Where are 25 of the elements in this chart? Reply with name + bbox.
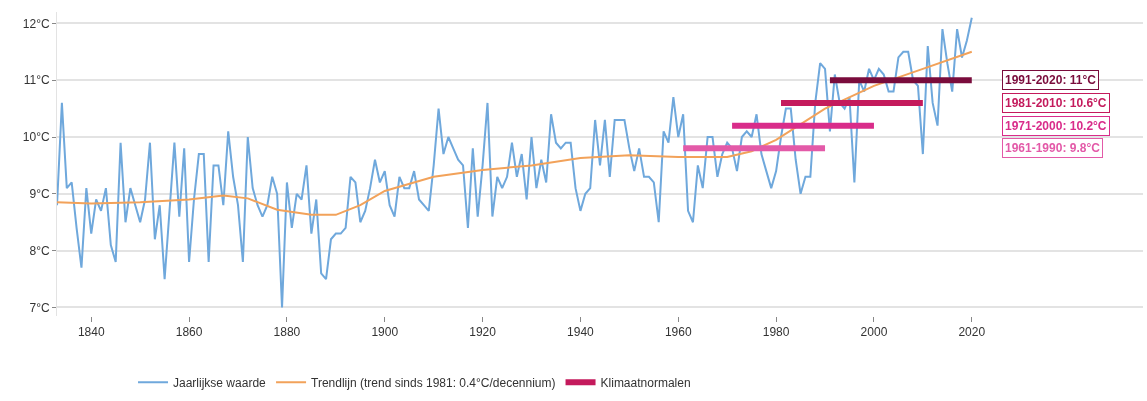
x-tick-label: 1880 [273, 325, 301, 340]
x-tick-label: 1900 [371, 325, 399, 340]
legend-label: Trendlijn (trend sinds 1981: 0.4°C/decennium) [311, 375, 556, 390]
annotation: 1971-2000: 10.2°C [1005, 119, 1107, 133]
x-tick-label: 1920 [469, 325, 497, 340]
legend-label: Klimaatnormalen [600, 375, 691, 390]
x-tick-label: 1960 [664, 325, 692, 340]
line-series [57, 16, 973, 309]
x-tick-label: 1860 [175, 325, 203, 340]
y-tick-label: 10°C [22, 130, 50, 145]
annotation: 1961-1990: 9.8°C [1005, 141, 1101, 155]
annotation: 1991-2020: 11°C [1005, 73, 1097, 87]
y-tick-label: 11°C [23, 73, 50, 88]
x-tick-label: 2020 [958, 325, 986, 340]
annotation: 1981-2010: 10.6°C [1005, 96, 1107, 110]
y-tick-label: 12°C [22, 16, 50, 31]
y-tick-label: 8°C [29, 243, 50, 258]
x-tick-label: 1940 [567, 325, 595, 340]
legend-label: Jaarlijkse waarde [173, 375, 267, 390]
y-tick-label: 9°C [29, 187, 50, 202]
x-tick-label: 1840 [77, 325, 105, 340]
x-tick-label: 1980 [762, 325, 790, 340]
y-tick-label: 7°C [29, 300, 50, 315]
line-series [57, 50, 973, 216]
x-tick-label: 2000 [860, 325, 888, 340]
